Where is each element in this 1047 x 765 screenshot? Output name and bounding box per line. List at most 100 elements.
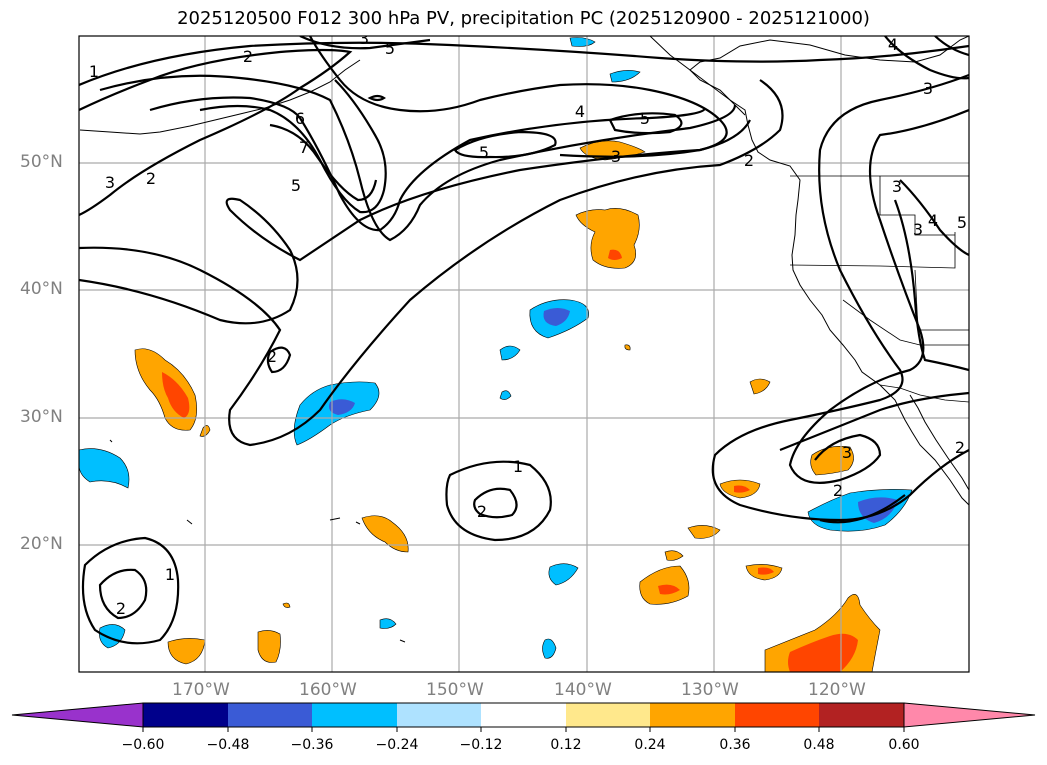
pv-label: 3 — [611, 147, 621, 166]
pv-label: 6 — [295, 109, 305, 128]
colorbar-tick-label: 0.60 — [888, 737, 920, 753]
precip-blob — [499, 390, 512, 400]
colorbar-tick-label: −0.60 — [121, 737, 165, 753]
pv-contour-central-1 — [445, 460, 552, 542]
precip-blob — [361, 515, 409, 553]
pv-contour-loop-small — [367, 94, 386, 102]
colorbar-tick-label: 0.24 — [634, 737, 666, 753]
pv-label: 2 — [243, 47, 253, 66]
precip-blob — [758, 567, 774, 575]
lon-label-170w: 170°W — [172, 680, 230, 700]
pv-label: 3 — [105, 173, 115, 192]
colorbar-segment — [312, 703, 397, 727]
colorbar-extend-left — [11, 702, 144, 728]
pv-label: 2 — [744, 151, 754, 170]
pv-label: 1 — [89, 62, 99, 81]
colorbar-tick-label: 0.12 — [550, 737, 582, 753]
pv-label: 3 — [359, 29, 369, 48]
precip-blob — [282, 602, 291, 608]
precip-negative-fills — [79, 37, 913, 659]
lon-label-160w: 160°W — [299, 680, 357, 700]
pv-contour-2b — [79, 79, 784, 447]
pv-contour-sw-1 — [81, 536, 180, 645]
pv-label: 2 — [116, 599, 126, 618]
precip-blob — [609, 70, 641, 83]
lon-label-150w: 150°W — [426, 680, 484, 700]
colorbar-tick-label: −0.12 — [459, 737, 503, 753]
pv-contour-east3 — [893, 179, 969, 372]
pv-label: 2 — [146, 169, 156, 188]
pv-label: 4 — [928, 211, 938, 230]
pv-contour-5-loop2 — [608, 112, 683, 135]
lat-label-30n: 30°N — [20, 407, 63, 427]
pv-contour-central-2 — [473, 487, 518, 519]
colorbar-extend-right — [903, 702, 1036, 728]
pv-label: 2 — [833, 481, 843, 500]
pv-label: 2 — [955, 438, 965, 457]
pv-contour-east2 — [788, 108, 969, 484]
precip-blob — [608, 249, 622, 260]
colorbar-segment — [481, 703, 566, 727]
colorbar-segment — [819, 703, 904, 727]
pv-contour-labels: 1 2 6 5 5 4 5 3 7 5 3 2 2 4 3 3 2 1 2 2 … — [89, 29, 967, 618]
precip-blob — [329, 399, 355, 415]
pv-label: 3 — [892, 177, 902, 196]
north-america-coast — [689, 36, 969, 506]
colorbar-segment — [650, 703, 735, 727]
pv-contour-2 — [79, 48, 353, 217]
precip-blob — [569, 37, 596, 47]
precip-blob — [658, 584, 680, 595]
pv-contour-1 — [79, 41, 969, 87]
precip-blob — [542, 638, 557, 659]
precip-blob — [548, 563, 579, 586]
lon-label-120w: 120°W — [808, 680, 866, 700]
colorbar-tick-label: −0.24 — [375, 737, 419, 753]
pv-label: 4 — [575, 102, 585, 121]
precip-blob — [687, 525, 721, 539]
pv-contour-aleut — [299, 36, 431, 50]
map-frame — [78, 35, 970, 673]
pv-label: 2 — [267, 347, 277, 366]
lat-label-40n: 40°N — [20, 279, 63, 299]
pv-contour-6 — [199, 79, 387, 214]
baja-coast — [909, 394, 969, 491]
precip-blob — [575, 208, 640, 269]
colorbar — [11, 702, 1036, 732]
colorbar-segment — [228, 703, 312, 727]
precip-blob — [543, 308, 570, 326]
aleutian-islands — [79, 59, 361, 135]
lon-label-140w: 140°W — [554, 680, 612, 700]
precip-blob — [379, 618, 397, 629]
pv-label: 3 — [842, 443, 852, 462]
pv-label: 5 — [640, 109, 650, 128]
colorbar-tick-label: 0.48 — [803, 737, 835, 753]
pv-contour-5 — [149, 96, 707, 232]
pv-label: 5 — [385, 39, 395, 58]
precip-blob — [499, 345, 521, 361]
map-panel: 1 2 6 5 5 4 5 3 7 5 3 2 2 4 3 3 2 1 2 2 … — [79, 29, 969, 672]
colorbar-segment — [397, 703, 481, 727]
pv-contour-4 — [99, 74, 737, 242]
pv-contour-nw — [884, 36, 969, 80]
lon-label-130w: 130°W — [681, 680, 739, 700]
pv-contour-sw-2 — [98, 568, 148, 620]
pv-label: 5 — [291, 176, 301, 195]
lat-label-50n: 50°N — [20, 152, 63, 172]
colorbar-tick-label: −0.48 — [206, 737, 250, 753]
precip-blob — [749, 378, 771, 395]
pv-label: 1 — [513, 457, 523, 476]
pv-contour-sw-spiral — [266, 346, 292, 374]
alaska-coast — [649, 36, 746, 116]
pv-label: 1 — [165, 565, 175, 584]
precip-blob — [734, 485, 750, 493]
colorbar-segment — [143, 703, 228, 727]
pv-contour-3 — [79, 119, 751, 325]
pv-label: 4 — [888, 35, 898, 54]
pv-contour-npac-core — [309, 36, 728, 158]
pv-contour-east-mid — [779, 391, 969, 524]
colorbar-tick-label: 0.36 — [719, 737, 751, 753]
pv-label: 7 — [299, 138, 309, 157]
hawaii-islands — [109, 439, 406, 643]
precip-blob — [664, 550, 684, 561]
